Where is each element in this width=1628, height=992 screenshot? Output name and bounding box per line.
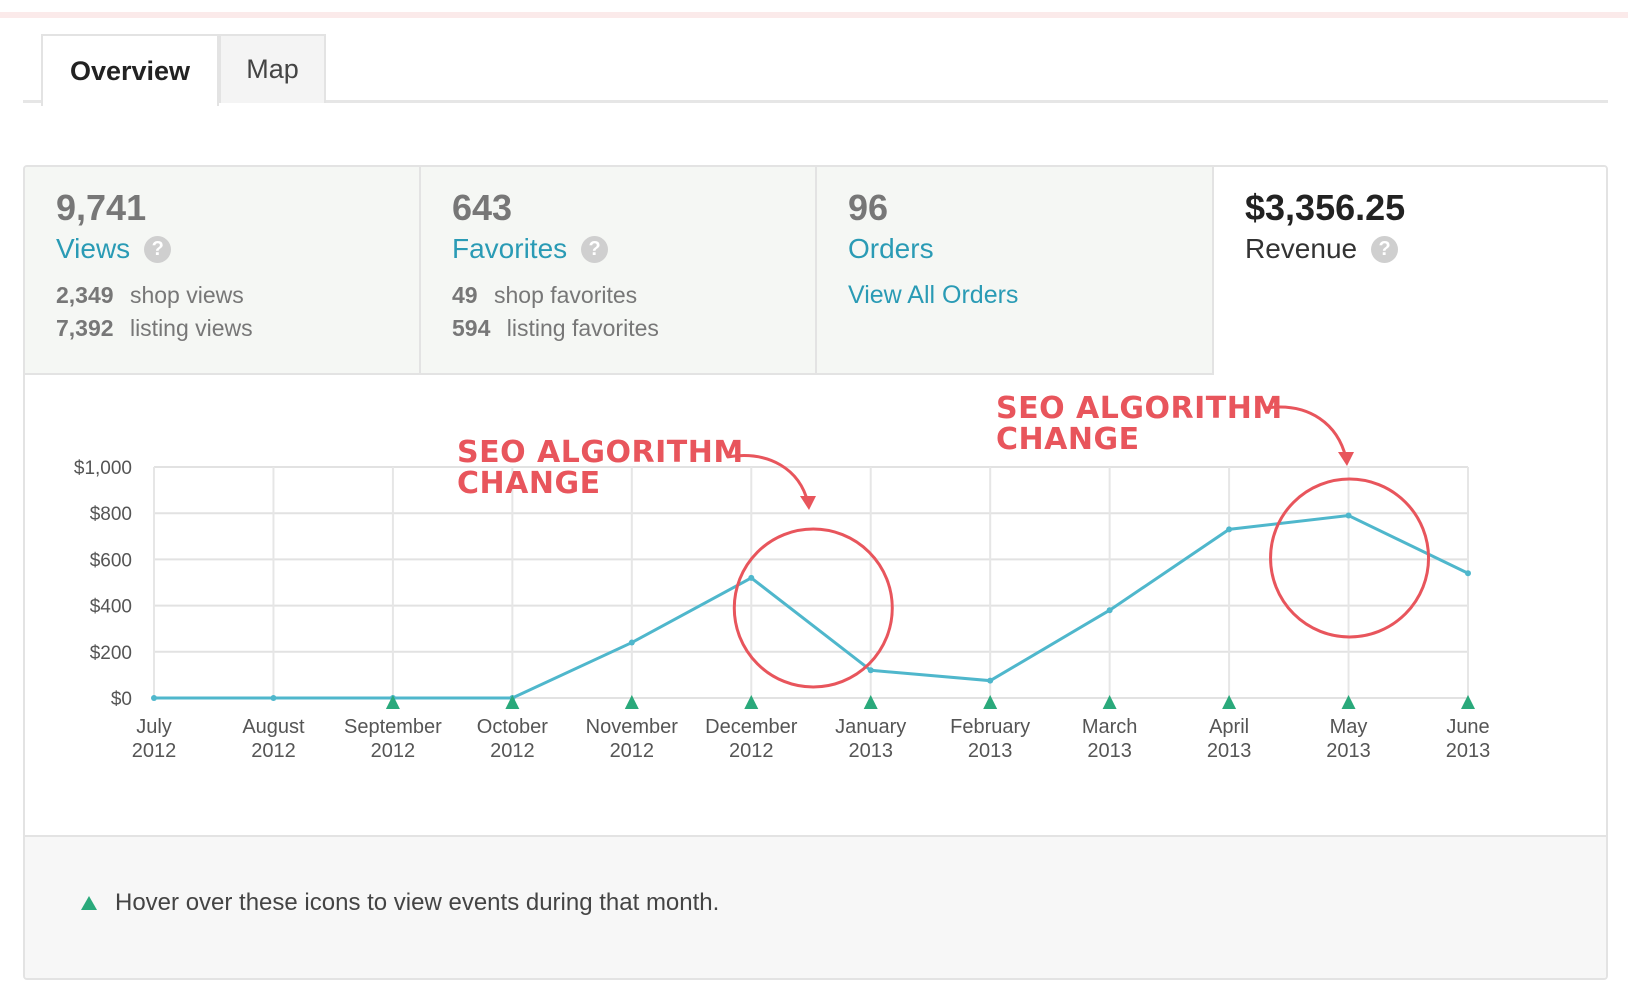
x-tick-label: 2012 [371, 740, 416, 762]
x-tick-label: 2012 [490, 740, 535, 762]
annotation-line-2: CHANGE [996, 422, 1140, 457]
x-tick-label: May [1330, 716, 1368, 738]
favorites-count: 643 [452, 187, 513, 228]
x-tick-label: 2013 [968, 740, 1013, 762]
data-point [1345, 512, 1352, 519]
data-point [628, 639, 635, 646]
listing-views-count: 7,392 [56, 315, 114, 341]
shop-views-row: 2,349 shop views [56, 279, 419, 312]
listing-favorites-count: 594 [452, 315, 491, 341]
listing-views-label: listing views [129, 315, 253, 341]
data-point [151, 695, 157, 701]
x-tick-label: June [1446, 716, 1489, 738]
x-tick-label: August [242, 716, 305, 738]
x-tick-label: 2013 [1326, 740, 1371, 762]
x-tick-label: 2012 [729, 740, 774, 762]
data-point [1106, 607, 1113, 614]
x-tick-label: 2012 [610, 740, 655, 762]
top-divider [0, 12, 1628, 18]
x-tick-label: 2013 [1087, 740, 1132, 762]
data-point [270, 695, 277, 701]
help-icon[interactable]: ? [144, 235, 172, 263]
annotation-line-2: CHANGE [457, 466, 601, 501]
help-icon[interactable]: ? [1371, 235, 1399, 263]
orders-count: 96 [848, 187, 889, 228]
x-tick-label: February [950, 716, 1030, 738]
x-tick-label: 2012 [132, 740, 177, 762]
listing-favorites-row: 594 listing favorites [452, 312, 815, 345]
event-marker-icon [744, 695, 759, 709]
y-tick-label: $400 [90, 597, 132, 618]
x-tick-label: December [705, 716, 798, 738]
annotation-line-1: SEO ALGORITHM [996, 391, 1283, 426]
view-all-orders-link[interactable]: View All Orders [848, 281, 1019, 309]
annotation-seo-may: SEO ALGORITHM CHANGE [996, 393, 1283, 455]
event-marker-icon [1461, 695, 1475, 709]
shop-views-count: 2,349 [56, 282, 114, 308]
event-marker-icon [1222, 695, 1237, 709]
stat-favorites[interactable]: 643 Favorites ? 49 shop favorites 594 li… [421, 167, 817, 375]
chart-footer: Hover over these icons to view events du… [25, 835, 1606, 978]
revenue-chart: $0$200$400$600$800$1,000July2012August20… [74, 458, 1491, 762]
x-tick-label: April [1209, 716, 1249, 738]
x-tick-label: January [835, 716, 906, 738]
y-tick-label: $800 [90, 504, 132, 525]
x-tick-label: July [136, 716, 172, 738]
shop-favorites-row: 49 shop favorites [452, 279, 815, 312]
x-tick-label: October [477, 716, 548, 738]
tab-bar: Overview Map [23, 34, 1608, 106]
tab-map[interactable]: Map [219, 34, 326, 103]
footer-note-text: Hover over these icons to view events du… [115, 889, 720, 916]
data-point [1465, 570, 1471, 577]
event-marker-icon [1102, 695, 1117, 709]
x-tick-label: March [1082, 716, 1138, 738]
event-marker-icon [983, 695, 998, 709]
stat-orders[interactable]: 96 Orders View All Orders [817, 167, 1214, 375]
y-tick-label: $200 [90, 643, 132, 664]
stat-views[interactable]: 9,741 Views ? 2,349 shop views 7,392 lis… [25, 167, 421, 375]
event-marker-icon [1341, 695, 1356, 709]
listing-favorites-label: listing favorites [506, 315, 659, 341]
data-point [987, 677, 994, 684]
orders-label[interactable]: Orders [848, 233, 934, 264]
listing-views-row: 7,392 listing views [56, 312, 419, 345]
stats-panel: 9,741 Views ? 2,349 shop views 7,392 lis… [23, 165, 1608, 980]
data-point [748, 574, 755, 581]
shop-favorites-label: shop favorites [493, 282, 638, 308]
event-marker-icon [505, 695, 520, 709]
revenue-series-line [154, 513, 1469, 700]
annotation-line-1: SEO ALGORITHM [457, 435, 744, 470]
views-label[interactable]: Views [56, 233, 131, 264]
event-marker-icon [863, 695, 878, 709]
y-tick-label: $600 [90, 550, 132, 571]
revenue-amount: $3,356.25 [1245, 187, 1406, 228]
event-marker-icon [624, 695, 639, 709]
annotation-seo-december: SEO ALGORITHM CHANGE [457, 437, 744, 499]
x-tick-label: November [586, 716, 679, 738]
stats-summary: 9,741 Views ? 2,349 shop views 7,392 lis… [25, 167, 1606, 375]
x-tick-label: September [344, 716, 442, 738]
tab-overview[interactable]: Overview [41, 34, 219, 106]
help-icon[interactable]: ? [581, 235, 609, 263]
data-point [1226, 526, 1233, 533]
stat-revenue[interactable]: $3,356.25 Revenue ? [1214, 167, 1606, 375]
y-tick-label: $1,000 [74, 458, 132, 479]
shop-views-label: shop views [129, 282, 244, 308]
shop-favorites-count: 49 [452, 282, 478, 308]
revenue-label: Revenue [1245, 233, 1358, 264]
event-marker-icon [385, 695, 400, 709]
x-tick-label: 2013 [1207, 740, 1252, 762]
data-point [867, 667, 874, 674]
favorites-label[interactable]: Favorites [452, 233, 568, 264]
x-tick-label: 2013 [1446, 740, 1491, 762]
event-marker-icon [81, 896, 97, 910]
x-tick-label: 2012 [251, 740, 296, 762]
footer-note: Hover over these icons to view events du… [81, 889, 719, 917]
y-tick-label: $0 [111, 689, 132, 710]
x-tick-label: 2013 [848, 740, 893, 762]
views-count: 9,741 [56, 187, 147, 228]
